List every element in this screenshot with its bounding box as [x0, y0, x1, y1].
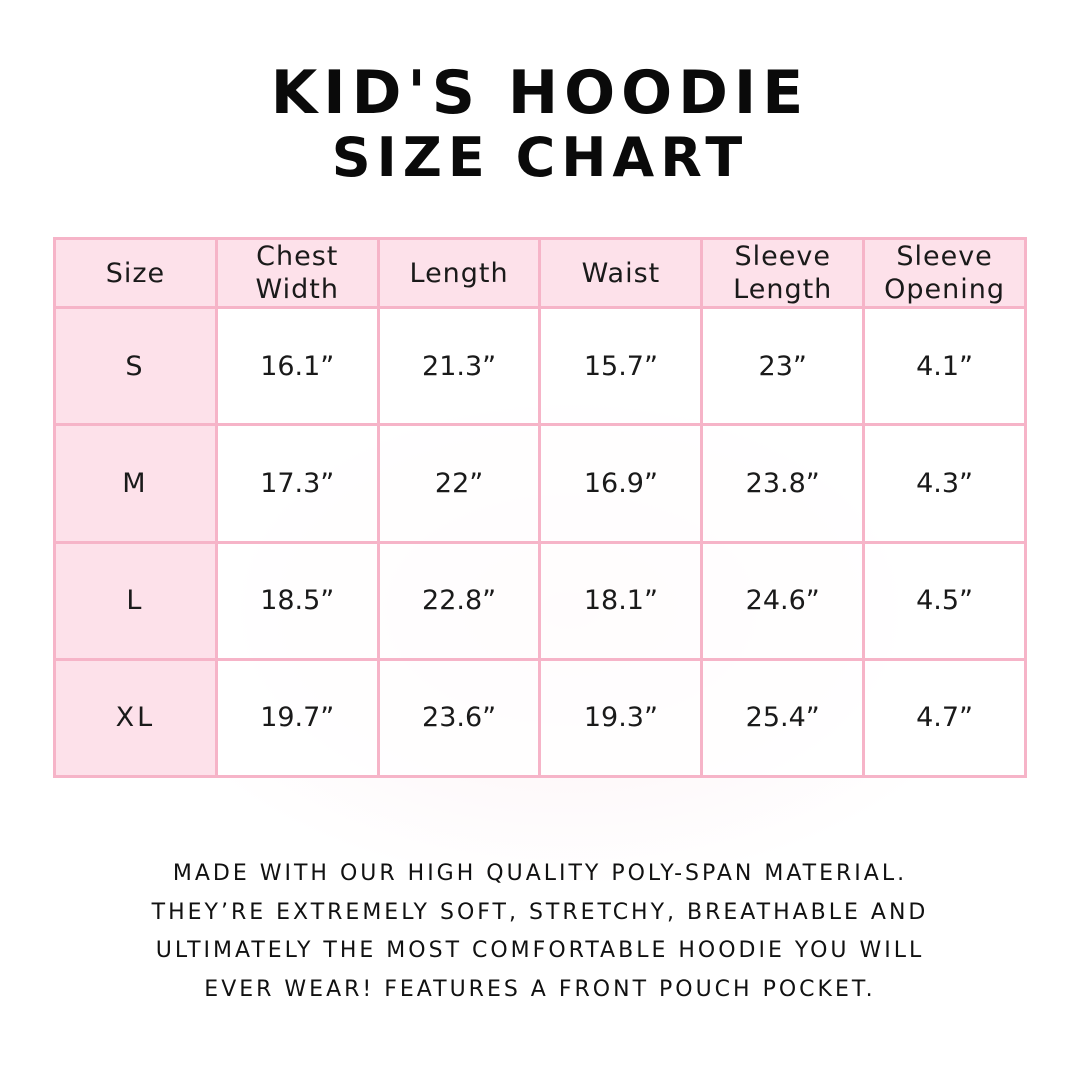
measurement-cell: 23.8” — [700, 423, 866, 544]
measurement-cell: 15.7” — [538, 305, 704, 427]
header-row: Size Chest Width Length Waist Sleeve Length S… — [53, 237, 1027, 309]
table-body: S 16.1” 21.3” 15.7” 23” 4.1” M 17.3” 22” 16.9” 23.… — [53, 305, 1027, 779]
measurement-cell: 4.5” — [862, 540, 1027, 661]
column-header: Length — [376, 237, 542, 309]
measurement-cell: 23” — [700, 305, 866, 427]
description-line: ultimately the most comfortable hoodie y… — [155, 938, 925, 963]
size-chart-table: Size Chest Width Length Waist Sleeve Length S… — [53, 237, 1027, 779]
measurement-cell: 4.1” — [862, 305, 1027, 427]
column-header: Sleeve Length — [700, 237, 866, 309]
product-description: Made with our high quality poly-span mat… — [0, 855, 1080, 1009]
description-line: They’re extremely soft, stretchy, breath… — [151, 899, 929, 925]
column-header: Sleeve Opening — [862, 237, 1027, 309]
measurement-cell: 21.3” — [376, 305, 542, 427]
measurement-cell: 4.7” — [862, 657, 1027, 779]
measurement-cell: 18.5” — [214, 540, 380, 661]
measurement-cell: 19.7” — [214, 657, 380, 779]
measurement-cell: 22” — [376, 423, 542, 544]
description-line: ever wear! Features a front pouch pocket… — [204, 976, 876, 1002]
measurement-cell: 23.6” — [376, 657, 542, 779]
measurement-cell: 17.3” — [214, 423, 380, 544]
table-row: M 17.3” 22” 16.9” 23.8” 4.3” — [53, 423, 1027, 544]
size-label-cell: L — [53, 540, 218, 661]
measurement-cell: 16.1” — [214, 305, 380, 427]
title-line-1: KID'S HOODIE — [270, 58, 810, 128]
size-label-cell: S — [53, 305, 218, 427]
measurement-cell: 24.6” — [700, 540, 866, 661]
column-header: Size — [53, 237, 218, 309]
table-row: XL 19.7” 23.6” 19.3” 25.4” 4.7” — [53, 657, 1027, 779]
measurement-cell: 16.9” — [538, 423, 704, 544]
table-row: L 18.5” 22.8” 18.1” 24.6” 4.5” — [53, 540, 1027, 661]
measurement-cell: 25.4” — [700, 657, 866, 779]
size-label-cell: XL — [53, 657, 218, 779]
measurement-cell: 4.3” — [862, 423, 1027, 544]
title-line-2: SIZE CHART — [331, 126, 749, 189]
table-row: S 16.1” 21.3” 15.7” 23” 4.1” — [53, 305, 1027, 427]
measurement-cell: 22.8” — [376, 540, 542, 661]
size-label-cell: M — [53, 423, 218, 544]
measurement-cell: 19.3” — [538, 657, 704, 779]
column-header: Chest Width — [214, 237, 380, 309]
measurement-cell: 18.1” — [538, 540, 704, 661]
column-header: Waist — [538, 237, 704, 309]
description-line: Made with our high quality poly-span mat… — [172, 861, 908, 886]
